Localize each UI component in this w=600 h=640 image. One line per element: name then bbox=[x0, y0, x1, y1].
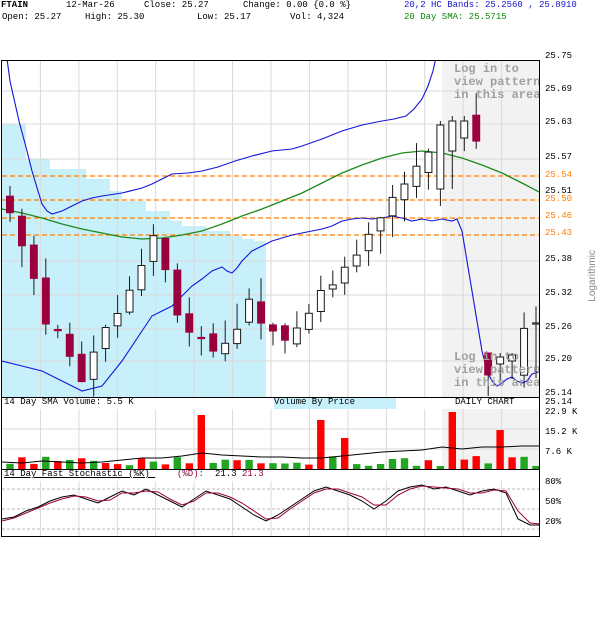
svg-text:view patterns: view patterns bbox=[454, 75, 540, 89]
svg-text:in this area: in this area bbox=[454, 376, 540, 390]
svg-text:in this area: in this area bbox=[454, 88, 540, 102]
svg-text:Log in to: Log in to bbox=[454, 62, 519, 76]
svg-text:view patterns: view patterns bbox=[454, 363, 540, 377]
svg-text:Log in to: Log in to bbox=[454, 350, 519, 364]
